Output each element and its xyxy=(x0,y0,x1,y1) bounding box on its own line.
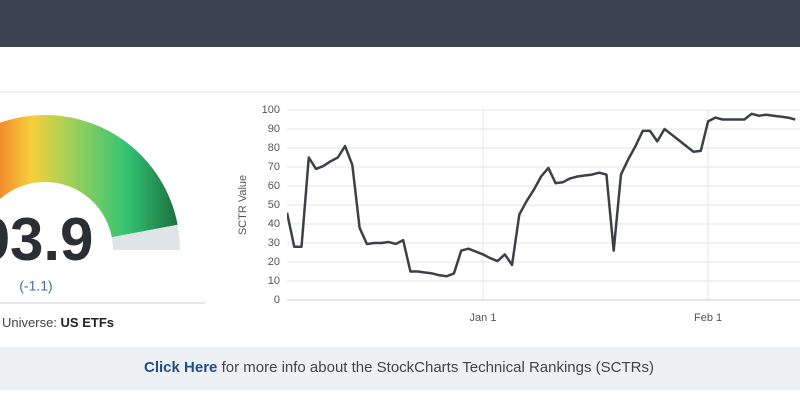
y-tick-label: 30 xyxy=(268,237,280,249)
universe-label: Universe: xyxy=(2,315,57,330)
chart: 0 10 20 30 40 50 60 70 80 90 100 Jan 1 Feb 1 xyxy=(262,104,800,324)
y-tick-label: 10 xyxy=(268,275,280,287)
y-tick-label: 70 xyxy=(268,161,280,173)
gauge-value: 93.9 xyxy=(0,206,93,273)
top-bar xyxy=(0,0,800,47)
y-tick-label: 90 xyxy=(268,123,280,135)
universe-value: US ETFs xyxy=(61,315,114,330)
y-tick-label: 50 xyxy=(268,199,280,211)
y-axis-label: SCTR Value xyxy=(237,175,249,235)
gauge xyxy=(0,115,180,250)
y-tick-label: 0 xyxy=(274,294,280,306)
y-tick-label: 100 xyxy=(262,104,280,116)
y-tick-label: 80 xyxy=(268,142,280,154)
footer-text: Click Here for more info about the Stock… xyxy=(144,359,654,376)
x-tick-label: Jan 1 xyxy=(470,312,497,324)
y-tick-label: 60 xyxy=(268,180,280,192)
line-series xyxy=(287,112,796,278)
footer-info: for more info about the StockCharts Tech… xyxy=(222,359,654,376)
x-tick-label: Feb 1 xyxy=(694,312,722,324)
gauge-arc xyxy=(0,115,178,238)
gauge-change: (-1.1) xyxy=(19,278,52,294)
y-tick-label: 40 xyxy=(268,218,280,230)
footer-link[interactable]: Click Here xyxy=(144,359,217,376)
footer xyxy=(0,347,800,390)
universe: Universe: US ETFs xyxy=(2,315,114,330)
y-tick-label: 20 xyxy=(268,256,280,268)
gauge-rest xyxy=(111,224,180,250)
